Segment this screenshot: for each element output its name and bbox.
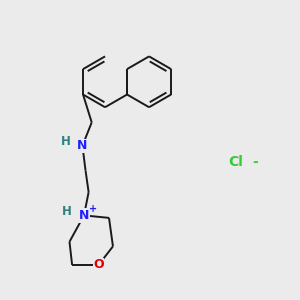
Text: Cl: Cl (228, 155, 243, 170)
Text: N: N (79, 209, 89, 222)
Text: H: H (62, 205, 72, 218)
Text: -: - (253, 155, 258, 170)
Text: O: O (93, 259, 104, 272)
Text: H: H (60, 135, 70, 148)
Text: N: N (77, 139, 88, 152)
Text: +: + (88, 204, 97, 214)
